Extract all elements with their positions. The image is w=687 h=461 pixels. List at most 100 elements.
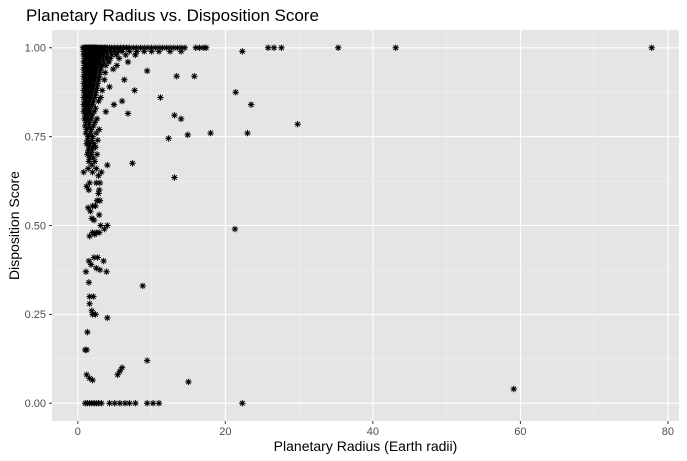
data-point [83, 183, 90, 190]
data-point [86, 119, 93, 126]
data-point [231, 225, 239, 233]
y-axis-ticks: 0.00 0.25 0.50 0.75 1.00 [25, 43, 52, 410]
data-point [88, 307, 96, 315]
data-point [92, 144, 99, 151]
data-point [126, 48, 133, 55]
data-point [112, 51, 120, 59]
data-point [93, 87, 100, 94]
data-point [89, 133, 96, 140]
data-point [185, 378, 192, 386]
data-point [143, 357, 151, 364]
data-point [84, 115, 91, 123]
data-point [100, 51, 107, 59]
data-point [392, 44, 399, 51]
data-point [82, 119, 90, 126]
data-point [88, 136, 96, 144]
data-point [177, 115, 185, 123]
data-point [100, 257, 107, 265]
data-point [103, 268, 110, 275]
data-point [139, 282, 146, 290]
data-point [83, 346, 90, 354]
data-point [97, 222, 104, 229]
data-point [85, 257, 93, 265]
data-point [95, 97, 102, 105]
x-axis-title: Planetary Radius (Earth radii) [274, 438, 458, 454]
data-point [86, 108, 93, 115]
data-point [100, 58, 107, 66]
data-point [96, 197, 104, 204]
data-point [87, 115, 95, 123]
data-point [165, 135, 172, 142]
data-point [155, 400, 163, 407]
data-point [93, 151, 101, 158]
data-point [202, 44, 210, 51]
data-point [96, 211, 103, 219]
data-point [96, 266, 104, 274]
data-point [144, 44, 152, 51]
data-point [86, 375, 93, 382]
y-tick-label: 0.25 [25, 309, 46, 321]
data-point [84, 133, 92, 140]
data-point [85, 144, 93, 151]
data-point [171, 112, 178, 119]
data-point [239, 48, 246, 55]
data-point [232, 89, 239, 96]
data-point [84, 328, 91, 336]
data-point [95, 76, 102, 83]
data-point [207, 129, 214, 137]
data-point [129, 160, 136, 167]
data-point [90, 154, 97, 162]
data-point [143, 400, 151, 407]
data-point [90, 122, 97, 130]
data-point [88, 147, 96, 155]
data-point [104, 161, 111, 169]
data-point [104, 51, 111, 59]
data-point [106, 83, 113, 91]
data-point [86, 154, 93, 162]
data-point [89, 168, 96, 176]
data-point [133, 48, 141, 55]
data-point [110, 101, 118, 108]
data-point [96, 69, 104, 76]
data-point [155, 48, 163, 55]
data-point [118, 364, 126, 371]
data-point [239, 400, 246, 407]
data-point [110, 65, 117, 73]
data-point [82, 129, 90, 137]
data-point [90, 80, 98, 87]
data-point [87, 94, 95, 101]
data-point [177, 48, 185, 55]
data-point [166, 48, 174, 55]
data-point [141, 44, 148, 51]
data-point [95, 172, 102, 179]
data-point [107, 55, 114, 62]
data-point [88, 161, 96, 169]
data-point [96, 73, 103, 80]
data-point [148, 44, 155, 51]
data-point [93, 179, 100, 187]
data-point [87, 208, 94, 215]
data-point [115, 48, 122, 55]
x-axis-ticks: 0 20 40 60 80 [75, 421, 674, 438]
data-point [86, 97, 93, 105]
data-point [95, 190, 102, 197]
data-point [97, 94, 104, 101]
data-point [83, 126, 90, 133]
data-point [96, 186, 103, 194]
data-point [102, 108, 110, 115]
data-point [124, 58, 132, 66]
data-point [173, 73, 180, 80]
data-point [170, 44, 177, 51]
data-point [84, 112, 92, 119]
data-point [97, 65, 104, 73]
data-point [87, 105, 94, 112]
data-point [126, 44, 133, 51]
data-point [159, 44, 166, 51]
data-point [91, 231, 98, 238]
data-point [114, 371, 121, 378]
data-point [90, 108, 98, 115]
data-point [118, 48, 126, 55]
data-point [96, 126, 103, 133]
data-point [104, 222, 111, 229]
